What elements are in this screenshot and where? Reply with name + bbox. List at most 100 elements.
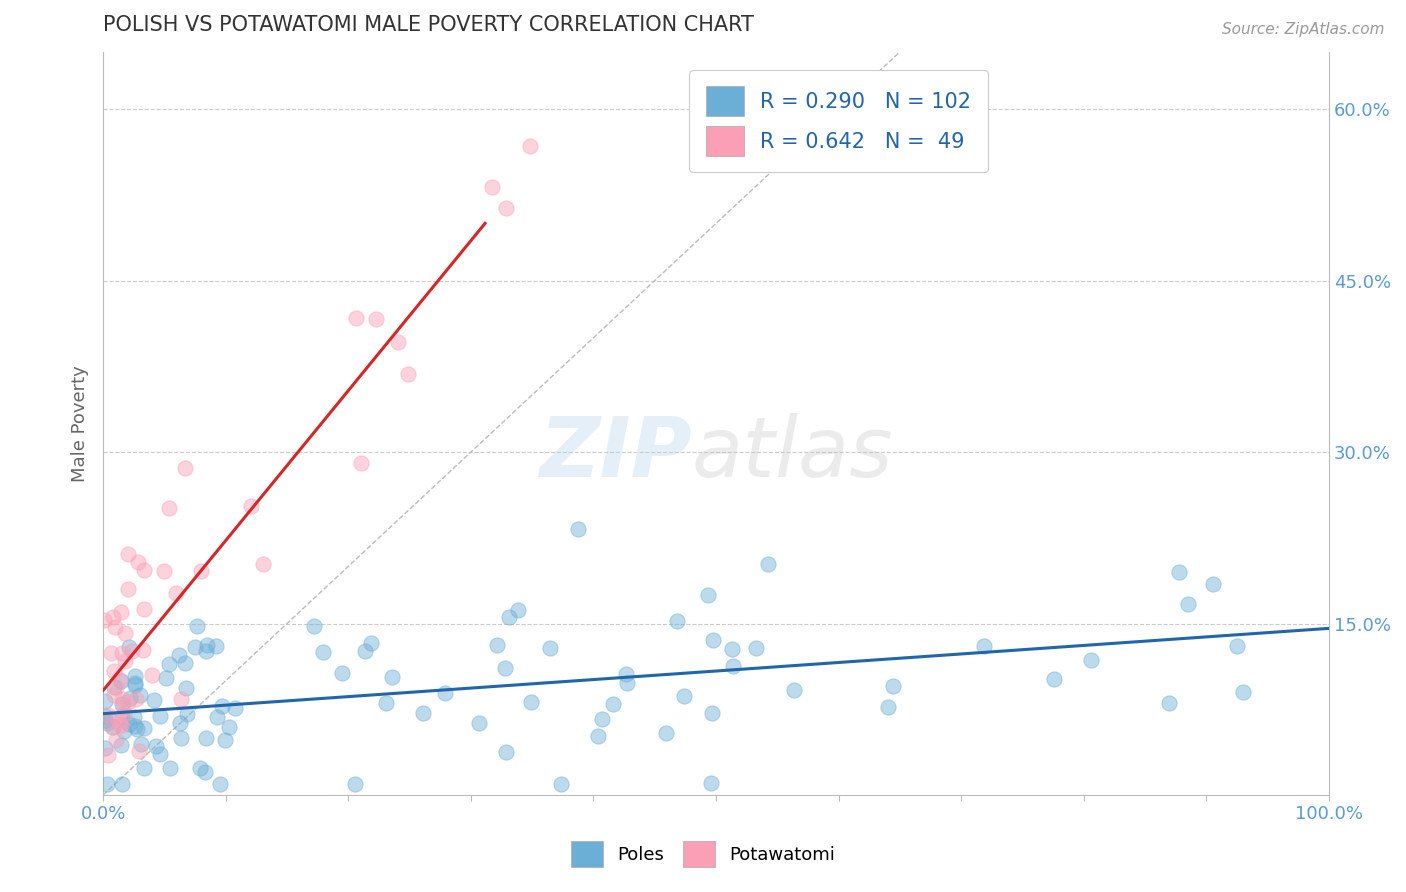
Point bbox=[141, 668, 163, 682]
Point bbox=[122, 709, 145, 723]
Point bbox=[364, 311, 387, 326]
Point bbox=[468, 715, 491, 730]
Point bbox=[174, 681, 197, 695]
Point bbox=[702, 632, 724, 647]
Point bbox=[94, 713, 117, 727]
Point bbox=[169, 648, 191, 662]
Point bbox=[1080, 653, 1102, 667]
Point bbox=[350, 456, 373, 470]
Point bbox=[756, 557, 779, 571]
Point bbox=[195, 638, 218, 652]
Point bbox=[375, 696, 398, 710]
Point bbox=[111, 709, 134, 723]
Text: atlas: atlas bbox=[692, 413, 893, 493]
Point bbox=[665, 614, 688, 628]
Point bbox=[495, 745, 517, 759]
Point bbox=[121, 644, 143, 658]
Point bbox=[117, 547, 139, 561]
Point bbox=[176, 706, 198, 721]
Point bbox=[134, 761, 156, 775]
Point bbox=[110, 673, 132, 687]
Point bbox=[103, 681, 125, 695]
Text: ZIP: ZIP bbox=[538, 413, 692, 493]
Point bbox=[655, 725, 678, 739]
Point bbox=[111, 777, 134, 791]
Point bbox=[1168, 566, 1191, 580]
Point bbox=[169, 716, 191, 731]
Point bbox=[194, 764, 217, 779]
Point bbox=[96, 715, 118, 730]
Point bbox=[127, 556, 149, 570]
Y-axis label: Male Poverty: Male Poverty bbox=[72, 365, 89, 482]
Point bbox=[207, 709, 229, 723]
Point bbox=[616, 676, 638, 690]
Point bbox=[100, 646, 122, 660]
Point bbox=[783, 683, 806, 698]
Point bbox=[93, 613, 115, 627]
Point bbox=[170, 731, 193, 745]
Point bbox=[381, 670, 404, 684]
Point bbox=[132, 643, 155, 657]
Point bbox=[360, 636, 382, 650]
Point bbox=[149, 709, 172, 723]
Point bbox=[153, 564, 176, 578]
Point bbox=[111, 698, 134, 712]
Point bbox=[433, 686, 456, 700]
Point bbox=[224, 701, 246, 715]
Point bbox=[208, 777, 231, 791]
Point bbox=[614, 666, 637, 681]
Point bbox=[132, 602, 155, 616]
Point bbox=[170, 691, 193, 706]
Point bbox=[877, 700, 900, 714]
Point bbox=[124, 678, 146, 692]
Point bbox=[157, 500, 180, 515]
Point bbox=[697, 588, 720, 602]
Point bbox=[588, 729, 610, 743]
Point bbox=[96, 777, 118, 791]
Point bbox=[519, 138, 541, 153]
Point bbox=[117, 695, 139, 709]
Point bbox=[94, 740, 117, 755]
Legend: R = 0.290   N = 102, R = 0.642   N =  49: R = 0.290 N = 102, R = 0.642 N = 49 bbox=[689, 70, 988, 172]
Point bbox=[252, 557, 274, 571]
Point bbox=[101, 609, 124, 624]
Point bbox=[218, 720, 240, 734]
Point bbox=[159, 761, 181, 775]
Point bbox=[481, 180, 503, 194]
Point bbox=[124, 669, 146, 683]
Point bbox=[105, 680, 128, 694]
Point bbox=[110, 718, 132, 732]
Point bbox=[495, 201, 517, 215]
Point bbox=[520, 695, 543, 709]
Point bbox=[103, 689, 125, 703]
Text: POLISH VS POTAWATOMI MALE POVERTY CORRELATION CHART: POLISH VS POTAWATOMI MALE POVERTY CORREL… bbox=[103, 15, 754, 35]
Point bbox=[387, 334, 409, 349]
Point bbox=[94, 708, 117, 723]
Point bbox=[396, 367, 419, 381]
Point bbox=[567, 522, 589, 536]
Point bbox=[114, 626, 136, 640]
Point bbox=[134, 563, 156, 577]
Point bbox=[1232, 684, 1254, 698]
Point bbox=[494, 660, 516, 674]
Point bbox=[591, 712, 613, 726]
Point bbox=[882, 679, 904, 693]
Point bbox=[602, 697, 624, 711]
Point bbox=[129, 737, 152, 751]
Point bbox=[110, 738, 132, 752]
Point bbox=[134, 721, 156, 735]
Point bbox=[145, 739, 167, 753]
Point bbox=[186, 618, 208, 632]
Point bbox=[1177, 597, 1199, 611]
Point bbox=[117, 640, 139, 654]
Point bbox=[149, 747, 172, 761]
Point bbox=[1202, 577, 1225, 591]
Point bbox=[973, 639, 995, 653]
Point bbox=[343, 777, 366, 791]
Point bbox=[312, 645, 335, 659]
Point bbox=[114, 654, 136, 668]
Point bbox=[118, 690, 141, 705]
Point bbox=[344, 311, 367, 326]
Point bbox=[354, 643, 377, 657]
Point bbox=[720, 641, 742, 656]
